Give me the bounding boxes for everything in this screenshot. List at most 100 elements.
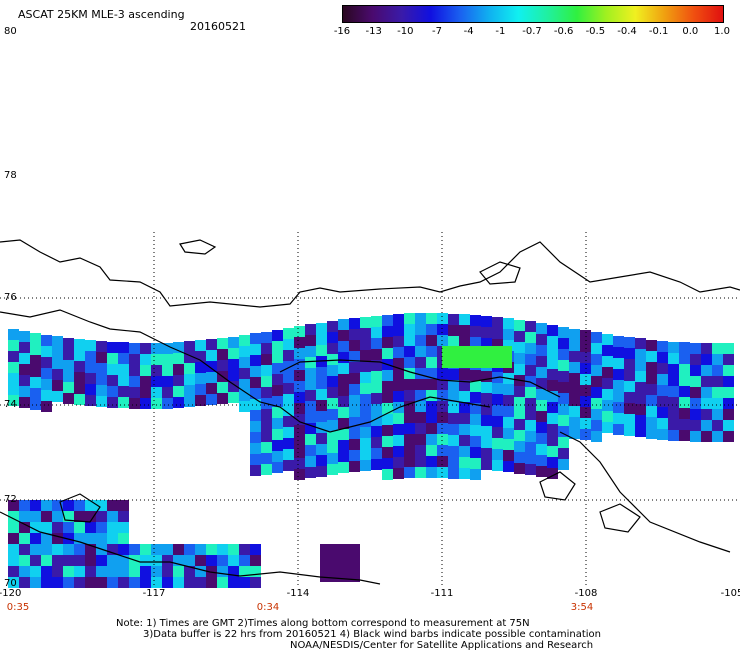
swath-cell	[239, 401, 250, 412]
swath-cell	[657, 374, 668, 385]
swath-cell	[404, 335, 415, 346]
swath-cell	[206, 566, 217, 577]
swath-cell	[514, 463, 525, 474]
swath-cell	[151, 343, 162, 354]
swath-cell	[437, 390, 448, 401]
swath-cell	[195, 566, 206, 577]
swath-cell	[217, 566, 228, 577]
swath-cell	[228, 381, 239, 392]
swath-cell	[250, 555, 261, 566]
swath-cell	[437, 456, 448, 467]
swath-cell	[437, 445, 448, 456]
swath-cell	[52, 391, 63, 402]
swath-cell	[283, 328, 294, 339]
swath-cell	[283, 427, 294, 438]
swath-cell	[547, 358, 558, 369]
swath-cell	[162, 365, 173, 376]
swath-cell	[723, 420, 734, 431]
swath-cell	[305, 390, 316, 401]
island-4	[539, 471, 576, 501]
swath-cell	[558, 459, 569, 470]
swath-cell	[52, 380, 63, 391]
swath-cell	[448, 325, 459, 336]
swath-cell	[96, 363, 107, 374]
coastline-victoria-island	[0, 239, 740, 308]
swath-cell	[679, 386, 690, 397]
swath-cell	[173, 353, 184, 364]
swath-cell	[448, 402, 459, 413]
swath-cell	[492, 449, 503, 460]
swath-cell	[470, 425, 481, 436]
swath-cell	[393, 347, 404, 358]
swath-cell	[415, 434, 426, 445]
swath-cell	[96, 500, 107, 511]
swath-cell	[701, 365, 712, 376]
swath-cell	[74, 339, 85, 350]
swath-cell	[239, 555, 250, 566]
swath-cell	[690, 409, 701, 420]
swath-cell	[129, 387, 140, 398]
swath-cell	[283, 339, 294, 350]
swath-cell	[492, 427, 503, 438]
swath-cell	[426, 445, 437, 456]
swath-cell	[41, 335, 52, 346]
swath-cell	[448, 457, 459, 468]
swath-cell	[195, 384, 206, 395]
swath-cell	[349, 450, 360, 461]
swath-cell	[19, 511, 30, 522]
swath-cell	[349, 428, 360, 439]
swath-cell	[107, 342, 118, 353]
swath-cell	[393, 457, 404, 468]
swath-cell	[250, 410, 261, 421]
swath-cell	[448, 468, 459, 479]
swath-cell	[305, 445, 316, 456]
swath-cell	[536, 367, 547, 378]
swath-cell	[294, 348, 305, 359]
swath-cell	[239, 390, 250, 401]
swath-cell	[349, 340, 360, 351]
swath-cell	[96, 511, 107, 522]
swath-cell	[613, 347, 624, 358]
swath-cell	[679, 364, 690, 375]
swath-cell	[459, 336, 470, 347]
swath-cell	[591, 409, 602, 420]
swath-cell	[547, 402, 558, 413]
swath-cell	[173, 397, 184, 408]
swath-cell	[52, 347, 63, 358]
swath-cell	[536, 466, 547, 477]
swath-cell	[371, 404, 382, 415]
swath-cell	[602, 334, 613, 345]
swath-cell	[536, 400, 547, 411]
swath-cell	[503, 461, 514, 472]
swath-cell	[118, 555, 129, 566]
swath-cell	[481, 371, 492, 382]
swath-cell	[371, 459, 382, 470]
swath-cell	[162, 544, 173, 555]
swath-cell	[536, 389, 547, 400]
swath-cell	[547, 413, 558, 424]
swath-cell	[140, 354, 151, 365]
swath-cell	[723, 398, 734, 409]
swath-cell	[624, 425, 635, 436]
swath-cell	[525, 420, 536, 431]
swath-cell	[52, 566, 63, 577]
swath-cell	[338, 341, 349, 352]
swath-cell	[63, 577, 74, 588]
swath-cell	[316, 455, 327, 466]
swath-cell	[371, 338, 382, 349]
swath-cell	[250, 465, 261, 476]
swath-cell	[448, 435, 459, 446]
swath-cell	[107, 511, 118, 522]
swath-cell	[591, 332, 602, 343]
swath-cell	[8, 329, 19, 340]
swath-cell	[525, 387, 536, 398]
swath-cell	[382, 403, 393, 414]
swath-cell	[393, 369, 404, 380]
swath-cell	[30, 344, 41, 355]
swath-cell	[41, 544, 52, 555]
swath-cell	[701, 409, 712, 420]
swath-cell	[547, 424, 558, 435]
swath-cell	[85, 566, 96, 577]
swath-cell	[250, 355, 261, 366]
swath-cell	[30, 577, 41, 588]
